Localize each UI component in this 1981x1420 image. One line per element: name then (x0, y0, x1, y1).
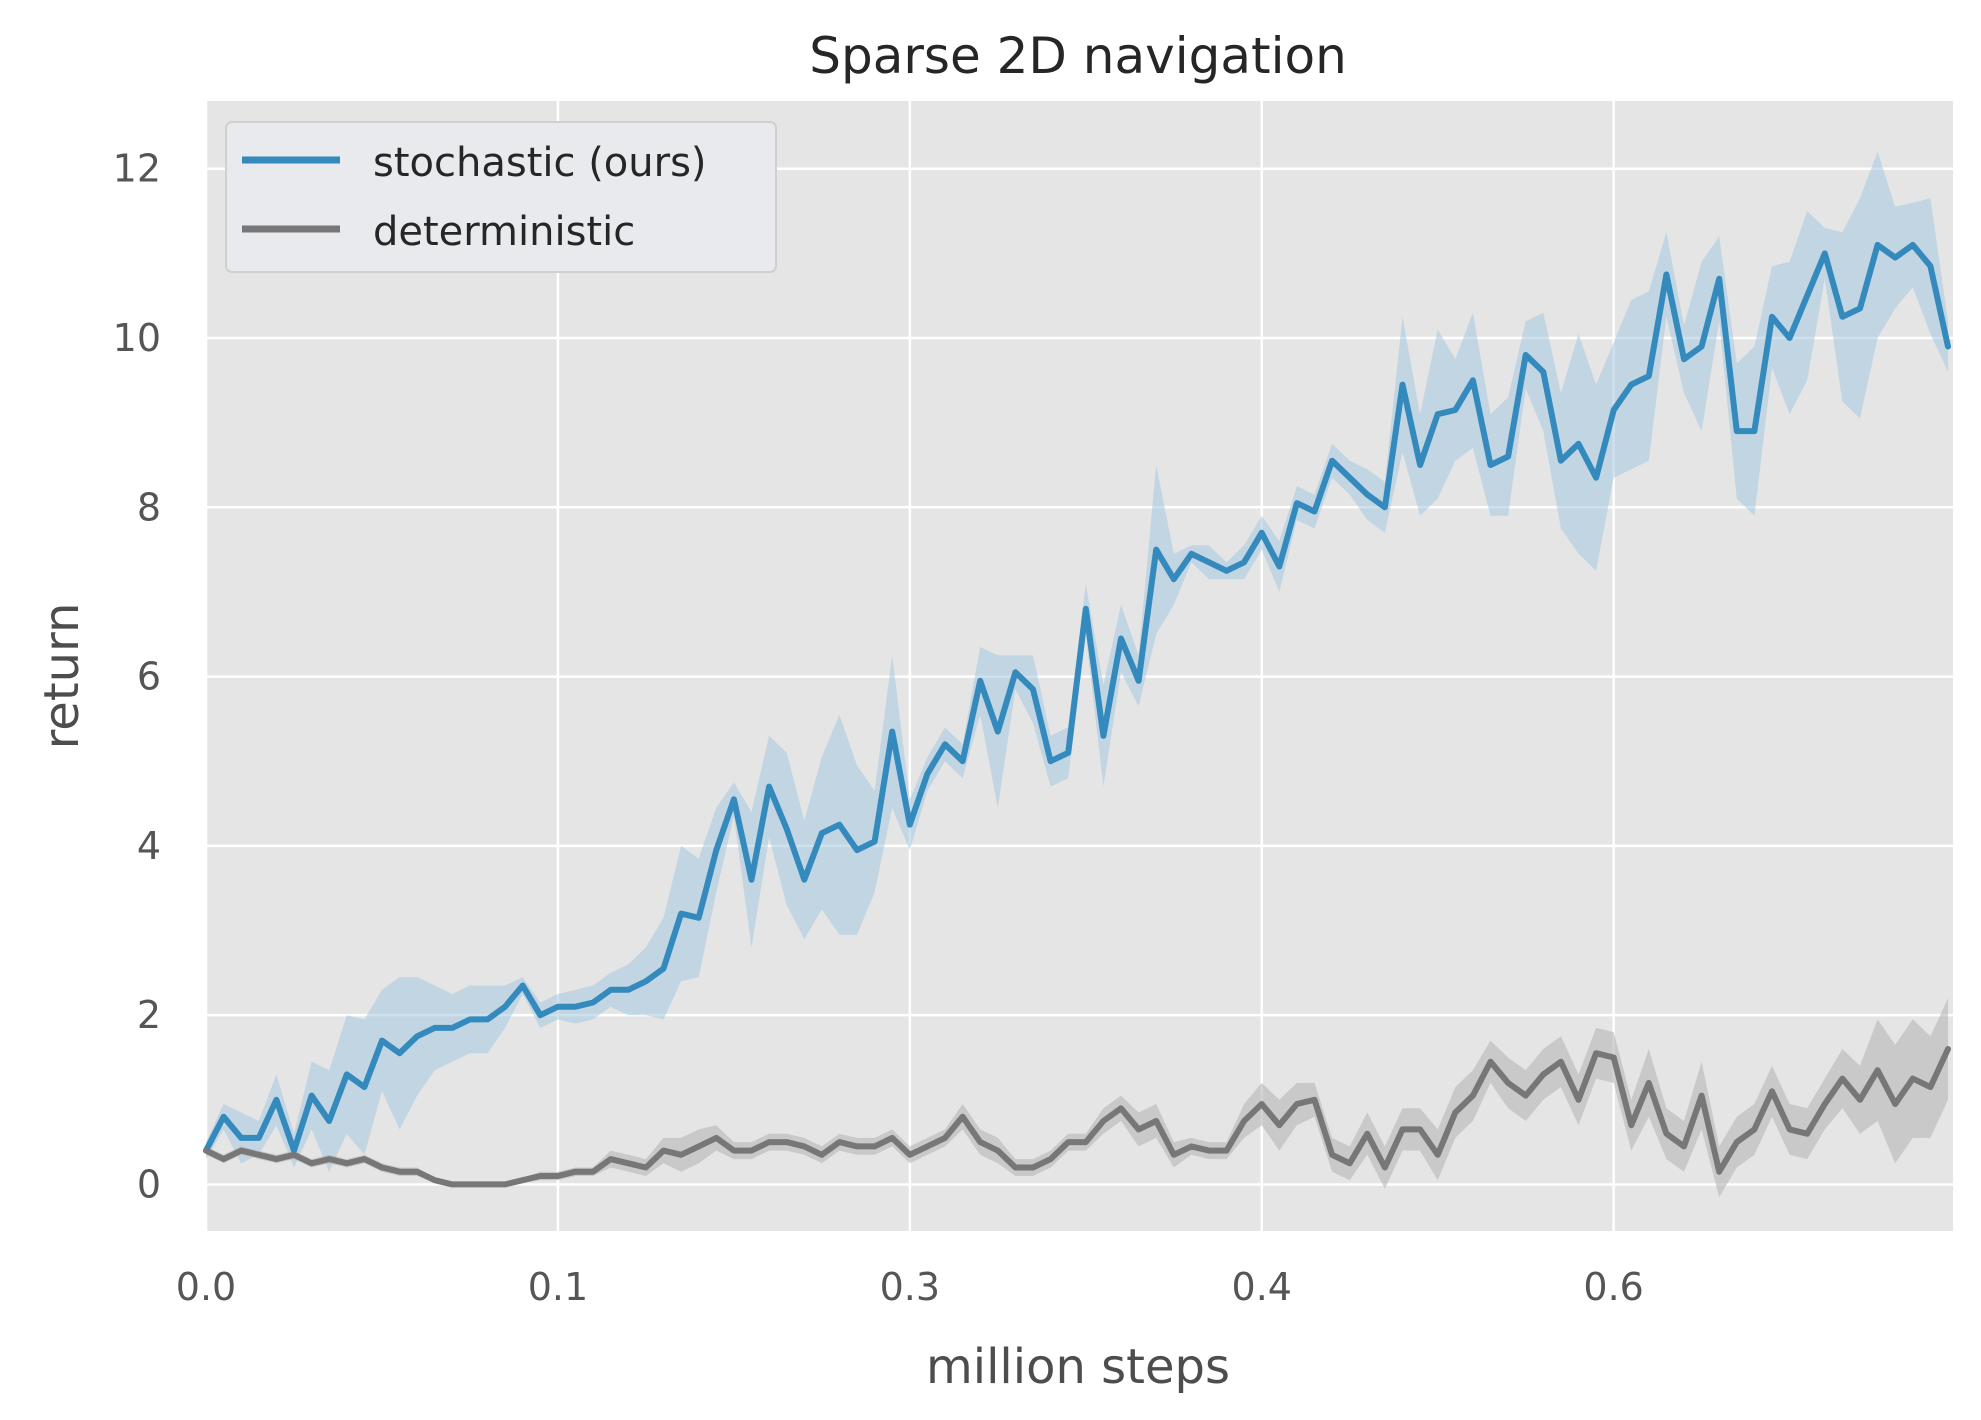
x-axis-ticks: 0.0 0.1 0.3 0.4 0.6 (176, 1265, 1644, 1309)
legend-label-stochastic: stochastic (ours) (373, 140, 707, 186)
y-tick-label: 2 (137, 993, 161, 1037)
x-tick-label: 0.4 (1232, 1265, 1292, 1309)
y-tick-label: 4 (137, 824, 161, 868)
x-tick-label: 0.3 (880, 1265, 940, 1309)
x-tick-label: 0.0 (176, 1265, 236, 1309)
series-line-stochastic (203, 241, 1951, 1154)
x-tick-label: 0.6 (1583, 1265, 1643, 1309)
y-tick-label: 8 (137, 485, 161, 529)
x-axis-label: million steps (926, 1339, 1230, 1395)
x-tick-label: 0.1 (528, 1265, 588, 1309)
y-tick-label: 10 (113, 316, 161, 360)
y-tick-label: 0 (137, 1162, 161, 1206)
chart-title: Sparse 2D navigation (809, 27, 1347, 85)
gridlines (204, 101, 1953, 1231)
y-tick-label: 12 (113, 147, 161, 191)
y-axis-ticks: 0 2 4 6 8 10 12 (113, 147, 161, 1207)
y-axis-label: return (34, 603, 90, 750)
legend-label-deterministic: deterministic (373, 209, 635, 255)
legend: stochastic (ours) deterministic (225, 121, 777, 273)
legend-box (225, 121, 777, 273)
y-tick-label: 6 (137, 655, 161, 699)
series-line-deterministic (203, 1046, 1951, 1188)
series-lines (203, 241, 1951, 1188)
